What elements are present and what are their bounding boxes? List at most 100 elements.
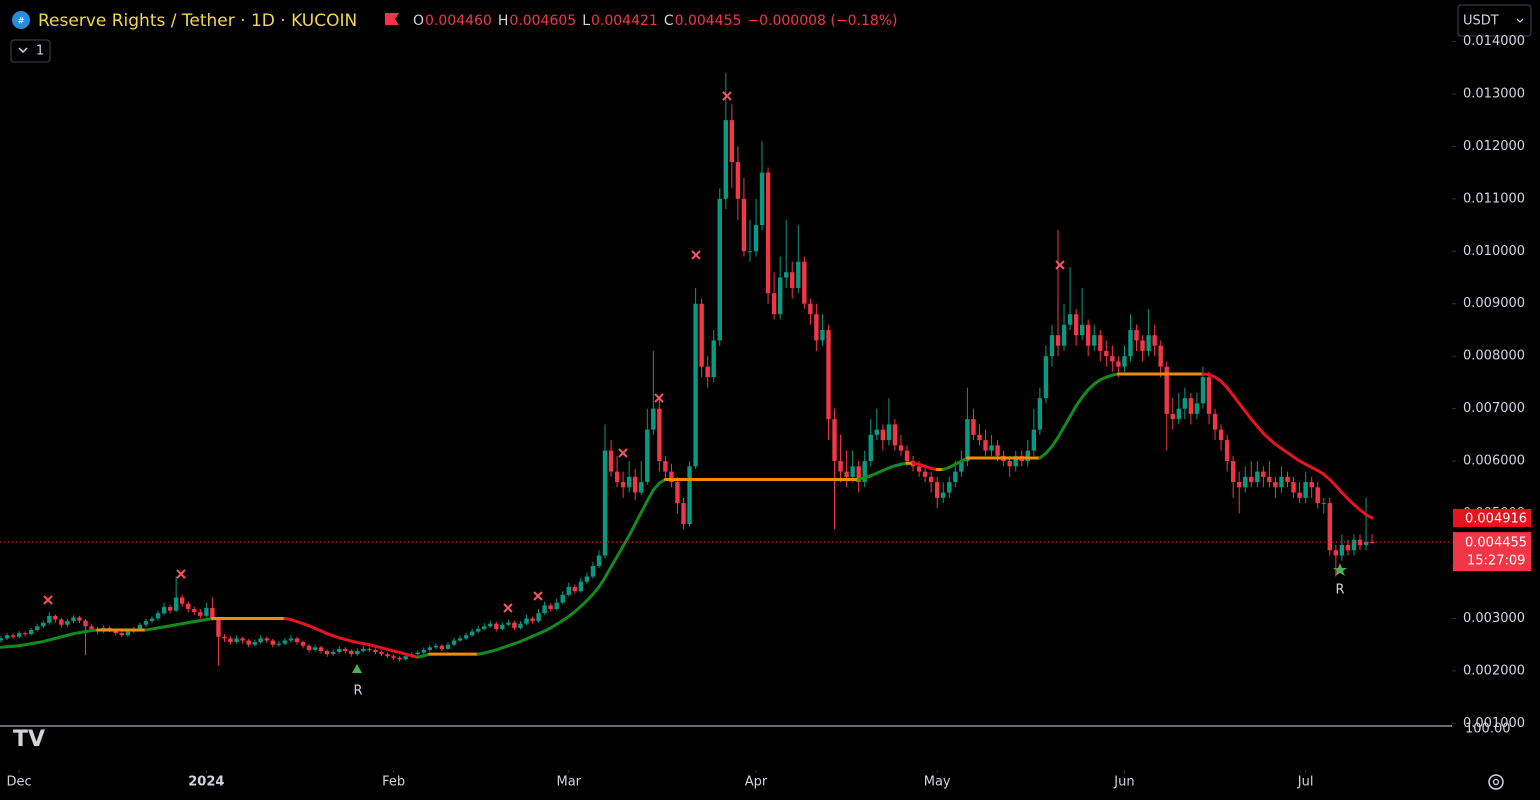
candle-body — [500, 624, 505, 629]
candle-body — [463, 635, 469, 639]
candle-body — [614, 471, 620, 483]
settings-icon-center — [1492, 778, 1500, 786]
symbol-logo[interactable] — [12, 11, 30, 29]
candle-body — [343, 648, 348, 651]
candle-body — [904, 450, 910, 462]
candle-body — [814, 314, 819, 341]
candle-body — [602, 450, 608, 556]
candle-body — [1122, 356, 1127, 367]
candle-body — [143, 621, 149, 625]
symbol-title[interactable]: Reserve Rights / Tether · 1D · KUCOIN — [38, 11, 357, 31]
buy-signal-label: R — [353, 684, 362, 699]
candle-body — [977, 434, 982, 441]
candle-body — [137, 624, 143, 629]
candle-body — [777, 277, 783, 315]
candle-body — [1164, 366, 1169, 414]
candle-body — [1140, 340, 1145, 351]
candle-body — [270, 640, 275, 645]
candle-body — [1116, 361, 1121, 367]
candle-body — [282, 640, 288, 644]
candle-body — [1007, 461, 1012, 467]
candle-body — [1055, 335, 1061, 346]
candle-body — [397, 657, 402, 660]
candle-body — [29, 630, 34, 635]
sell-signal-cross — [503, 603, 513, 613]
candle-body — [512, 622, 517, 628]
candle-body — [192, 609, 197, 613]
candle-body — [433, 645, 439, 648]
y-tick-label: 0.012000 — [1463, 139, 1525, 154]
x-tick-label: Dec — [7, 775, 32, 790]
candle-body — [1146, 335, 1151, 351]
candle-body — [155, 613, 161, 619]
collapse-button[interactable] — [10, 39, 51, 63]
candle-body — [1170, 413, 1175, 420]
candle-body — [941, 492, 946, 498]
candle-body — [337, 648, 342, 653]
candle-body — [475, 628, 481, 632]
last-price-label: 0.004455 — [1465, 536, 1527, 551]
candle-body — [1098, 335, 1103, 351]
buy-signal-label: R — [1335, 583, 1344, 598]
candle-body — [451, 640, 457, 645]
candle-body — [457, 638, 463, 641]
y-tick-label: 0.013000 — [1463, 86, 1525, 101]
candle-body — [1176, 408, 1181, 420]
settings-icon[interactable] — [1488, 774, 1504, 790]
candle-body — [542, 605, 547, 614]
candle-body — [1037, 398, 1043, 430]
candle-body — [1031, 429, 1037, 451]
candle-body — [856, 466, 861, 483]
candle-body — [838, 461, 843, 472]
candle-body — [35, 626, 40, 631]
candle-body — [554, 602, 559, 610]
tv-logo[interactable]: TV — [13, 727, 45, 752]
ma-price-box — [1453, 508, 1531, 527]
candle-body — [59, 619, 64, 625]
buy-signal-triangle — [352, 664, 362, 673]
y-tick-label: 0.009000 — [1463, 296, 1525, 311]
candle-body — [1345, 545, 1351, 551]
candle-body — [826, 329, 831, 420]
candle-body — [373, 649, 378, 653]
candle-body — [832, 419, 837, 462]
candle-body — [596, 555, 602, 567]
candle-body — [1218, 429, 1224, 441]
flag-icon[interactable] — [385, 13, 399, 25]
candle-body — [983, 440, 988, 451]
candle-body — [657, 408, 662, 462]
chevron — [18, 47, 28, 54]
candle-body — [113, 630, 118, 634]
currency-dropdown[interactable] — [1457, 4, 1532, 37]
candle-body — [1309, 482, 1314, 488]
candle-body — [862, 461, 867, 483]
candle-body — [1243, 476, 1248, 488]
candle-body — [204, 607, 209, 616]
candle-body — [391, 656, 396, 658]
candle-body — [1279, 476, 1284, 488]
sell-signal-cross — [533, 591, 543, 601]
candle-body — [47, 615, 52, 623]
candle-body — [530, 618, 535, 622]
candle-body — [439, 645, 445, 649]
candle-body — [1206, 377, 1212, 414]
candle-body — [741, 198, 747, 252]
candle-body — [1333, 550, 1339, 556]
candle-body — [1128, 329, 1133, 357]
sell-signal-cross — [654, 393, 664, 403]
candle-body — [71, 617, 76, 622]
y-tick-label: 0.008000 — [1463, 349, 1525, 364]
candle-body — [252, 642, 257, 645]
candle-body — [518, 623, 523, 628]
ma-segment — [1237, 401, 1247, 413]
candle-body — [41, 622, 46, 627]
candle-body — [1273, 482, 1278, 488]
x-tick-label: May — [924, 775, 951, 790]
candle-body — [578, 581, 584, 592]
candle-body — [10, 635, 16, 637]
candle-body — [1188, 398, 1194, 414]
candle-body — [892, 424, 898, 446]
candle-body — [1104, 350, 1109, 357]
sell-signal-cross — [1055, 260, 1065, 270]
